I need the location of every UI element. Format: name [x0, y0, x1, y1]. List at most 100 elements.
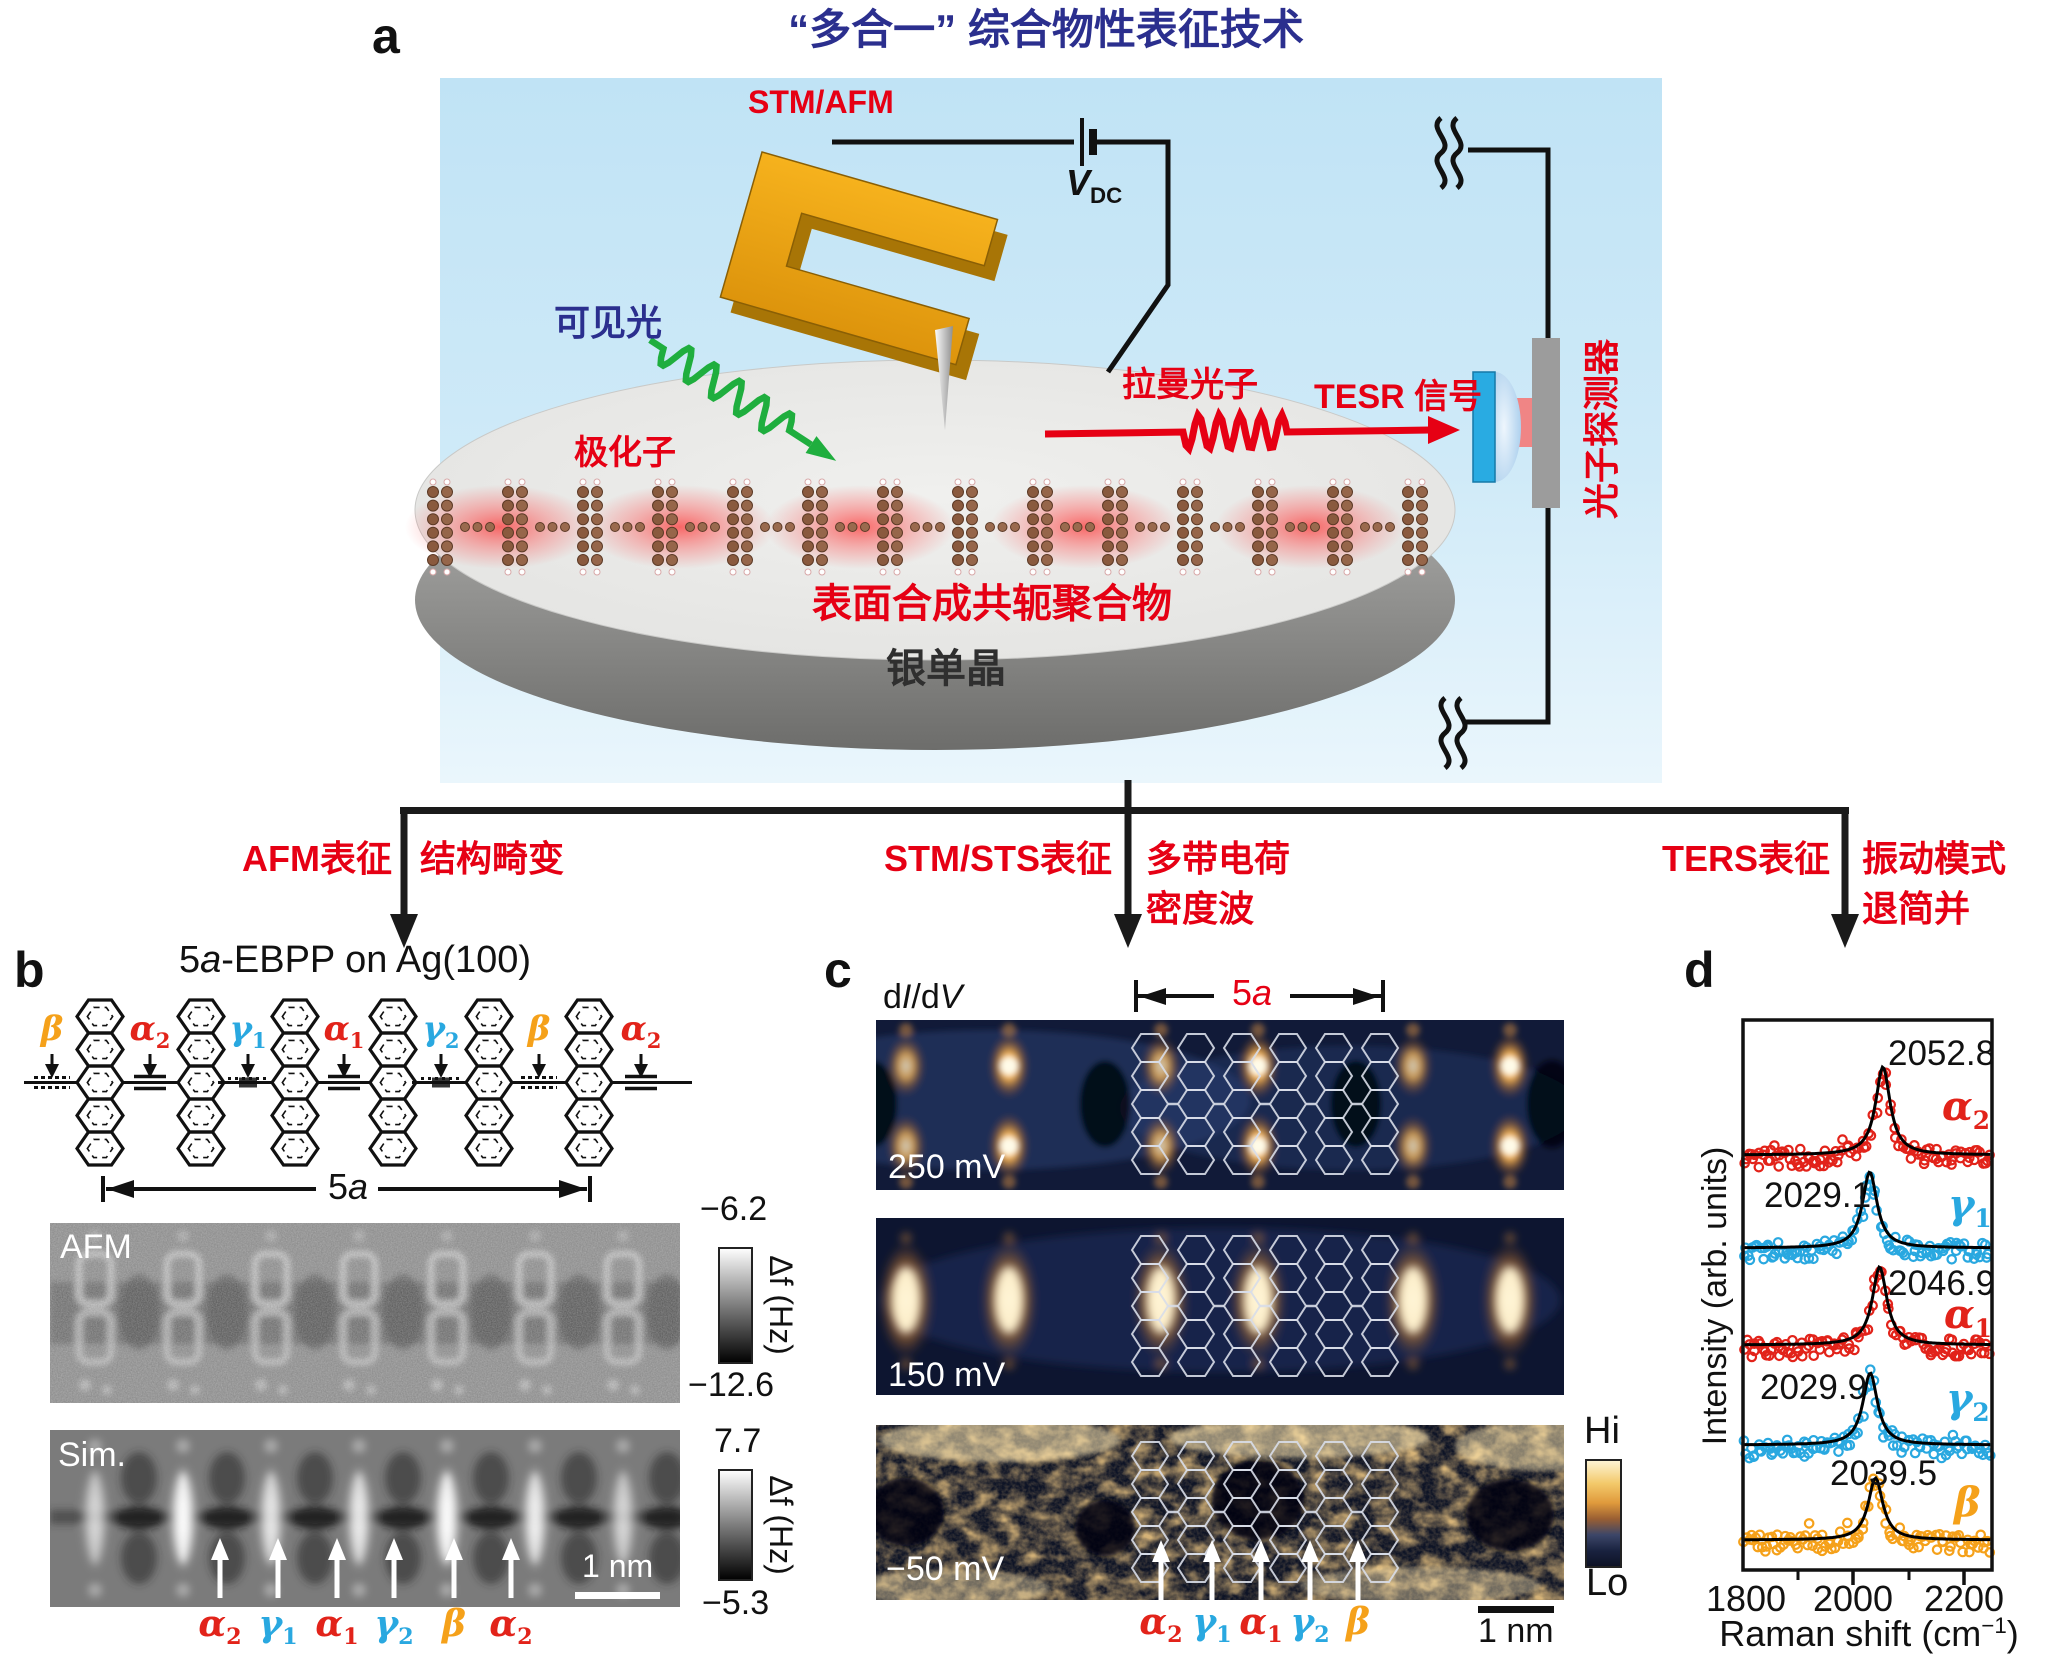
visible-light-label: 可见光 — [554, 302, 663, 343]
bias-250mv-label: 250 mV — [888, 1148, 1006, 1186]
branch-sts-result-1: 多带电荷 — [1146, 838, 1291, 879]
didv-i1: I — [901, 978, 912, 1016]
xlabel-post: ) — [2006, 1613, 2019, 1654]
panel-b-label: b — [14, 942, 45, 998]
panel-d-label: d — [1684, 942, 1715, 998]
greek-label: γ2 — [422, 1009, 460, 1053]
greek-label: γ2 — [1290, 1601, 1330, 1649]
photon-detector — [1472, 338, 1560, 508]
greek-label: α2 — [129, 1009, 171, 1053]
afm-image-label: AFM — [60, 1228, 132, 1266]
branch-afm-result: 结构畸变 — [420, 838, 565, 879]
trace-label-a1: α1 — [1944, 1291, 1993, 1343]
sim-colorbar — [718, 1469, 753, 1581]
greek-label: α2 — [620, 1009, 662, 1053]
didv-map-150mv — [876, 1218, 1564, 1395]
raman-spectra — [1738, 1064, 1996, 1558]
span-5a-panel-c — [1134, 980, 1385, 1012]
raman-photon-label: 拉曼光子 — [1122, 366, 1258, 404]
figure-title: “多合一” 综合物性表征技术 — [788, 6, 1304, 53]
afm-image — [50, 1223, 680, 1403]
didv-label: dI/dV — [883, 978, 962, 1016]
greek-label: β — [442, 1603, 466, 1645]
trace-label-g1: γ1 — [1948, 1181, 1992, 1233]
branch-sts-technique: STM/STS表征 — [883, 838, 1112, 879]
hi-lo-colorbar — [1585, 1459, 1622, 1568]
silver-crystal-label: 银单晶 — [886, 647, 1006, 691]
panel-c-label: c — [824, 942, 852, 998]
branch-sts-result-2: 密度波 — [1146, 888, 1255, 929]
afm-scale-top: −6.2 — [700, 1190, 768, 1228]
map-scalebar — [1478, 1606, 1554, 1613]
peak-annotation-b: 2039.5 — [1830, 1454, 1938, 1493]
didv-d1: d — [883, 978, 902, 1016]
title-post: -EBPP on Ag(100) — [221, 939, 532, 981]
title-pre: 5 — [178, 939, 201, 981]
sim-image-label: Sim. — [58, 1436, 126, 1474]
spectra-ylabel: Intensity (arb. units) — [1696, 1146, 1734, 1446]
span-c-it: a — [1252, 972, 1273, 1013]
didv-d2: /d — [911, 978, 940, 1016]
polymer-chain — [405, 478, 1428, 576]
polymer-label: 表面合成共轭聚合物 — [812, 582, 1172, 626]
spectra-axes — [1741, 1018, 1994, 1585]
span-5a-panel-b — [101, 1176, 592, 1202]
vdc-v: V — [1066, 162, 1091, 203]
sim-scale-top: 7.7 — [714, 1422, 762, 1460]
afm-colorbar — [718, 1247, 753, 1364]
xlabel-pre: Raman shift (cm — [1719, 1613, 1982, 1654]
trace-label-g2: γ2 — [1946, 1375, 1990, 1427]
xtick-1800: 1800 — [1705, 1578, 1787, 1619]
tuning-fork — [719, 151, 1008, 430]
greek-label: γ1 — [1192, 1601, 1232, 1649]
xtick-2000: 2000 — [1812, 1578, 1894, 1619]
sim-scale-bottom: −5.3 — [702, 1584, 770, 1622]
panel-b-title: 5a-EBPP on Ag(100) — [150, 939, 560, 981]
sim-image — [50, 1430, 680, 1607]
greek-label: γ2 — [374, 1603, 414, 1651]
greek-label: α1 — [1239, 1601, 1283, 1649]
map-scalebar-label: 1 nm — [1478, 1612, 1554, 1650]
branch-afm-technique: AFM表征 — [242, 838, 392, 879]
sim-scalebar-label: 1 nm — [582, 1548, 654, 1584]
span-5a-label-c: 5a — [1220, 974, 1284, 1012]
colorbar-hi-label: Hi — [1584, 1410, 1620, 1452]
greek-label: α2 — [198, 1603, 242, 1651]
sim-scalebar — [575, 1592, 660, 1599]
xtick-2200: 2200 — [1923, 1578, 2005, 1619]
trace-label-b: β — [1954, 1479, 1981, 1526]
bias-150mv-label: 150 mV — [888, 1356, 1006, 1394]
peak-annotation-a1: 2046.9 — [1888, 1264, 1996, 1303]
span-num: 5 — [327, 1166, 348, 1207]
span-it: a — [348, 1166, 369, 1207]
didv-map-250mv — [876, 1020, 1564, 1190]
title-italic: a — [200, 939, 222, 981]
peak-annotation-g1: 2029.1 — [1764, 1176, 1872, 1215]
vdc-sub: DC — [1090, 183, 1123, 209]
lens-body — [1472, 371, 1496, 483]
greek-label: β — [1346, 1601, 1370, 1643]
afm-scale-bottom: −12.6 — [688, 1366, 775, 1404]
greek-label: α2 — [1139, 1601, 1183, 1649]
branch-ters-technique: TERS表征 — [1661, 838, 1830, 879]
vdc-label: VDC — [1066, 164, 1122, 208]
branch-tree — [390, 780, 1859, 948]
probe-tip — [935, 326, 953, 430]
peak-annotation-g2: 2029.9 — [1760, 1368, 1868, 1407]
panel-a-label: a — [372, 8, 400, 64]
stm-afm-label: STM/AFM — [748, 84, 894, 120]
branch-ters-result-2: 退简并 — [1862, 888, 1971, 929]
greek-label: γ1 — [229, 1009, 267, 1053]
greek-label: α1 — [315, 1603, 359, 1651]
photon-arrows — [648, 337, 1460, 461]
tesr-signal-label: TESR 信号 — [1314, 378, 1483, 416]
afm-scale-unit: Δf (Hz) — [763, 1255, 799, 1355]
photon-detector-label: 光子探测器 — [1581, 339, 1622, 520]
greek-label: α1 — [323, 1009, 365, 1053]
branch-ters-result-1: 振动模式 — [1862, 838, 2007, 879]
greek-label: γ1 — [258, 1603, 298, 1651]
greek-label: β — [40, 1009, 64, 1049]
lens-dome — [1495, 372, 1521, 482]
detector-plate — [1532, 338, 1560, 508]
xlabel-sup: −1 — [1981, 1613, 2007, 1638]
